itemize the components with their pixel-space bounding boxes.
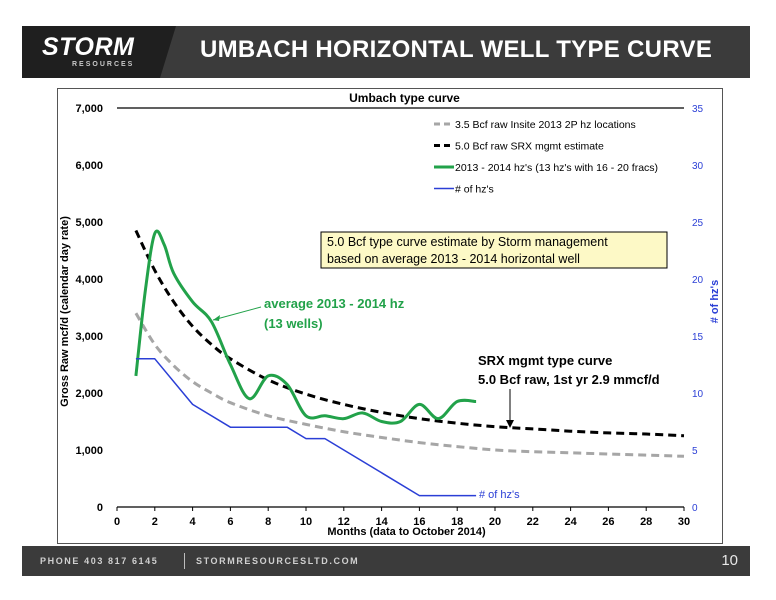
x-axis-label: Months (data to October 2014) xyxy=(327,526,486,538)
y-tick-label: 5,000 xyxy=(75,217,103,229)
y2-tick-label: 10 xyxy=(692,389,704,400)
legend-box xyxy=(430,110,682,202)
footer-separator xyxy=(184,553,185,569)
srx-note-line2: 5.0 Bcf raw, 1st yr 2.9 mmcf/d xyxy=(478,372,660,387)
x-tick-label: 10 xyxy=(300,516,312,528)
y-tick-label: 3,000 xyxy=(75,331,103,343)
y-tick-label: 2,000 xyxy=(75,388,103,400)
type-curve-note-line1: 5.0 Bcf type curve estimate by Storm man… xyxy=(327,235,608,249)
x-tick-label: 22 xyxy=(527,516,539,528)
type-curve-note-box xyxy=(320,231,668,269)
logo-wordmark: STORM xyxy=(42,33,135,61)
y2-tick-label: 20 xyxy=(692,275,704,286)
x-tick-label: 30 xyxy=(678,516,690,528)
x-tick-label: 14 xyxy=(375,516,388,528)
footer-website: STORMRESOURCESLTD.COM xyxy=(196,556,360,566)
x-tick-label: 12 xyxy=(338,516,350,528)
x-tick-label: 26 xyxy=(602,516,614,528)
slide-footer: PHONE 403 817 6145 STORMRESOURCESLTD.COM… xyxy=(22,546,750,576)
x-tick-label: 0 xyxy=(114,516,120,528)
y-tick-label: 4,000 xyxy=(75,274,103,286)
x-tick-label: 18 xyxy=(451,516,463,528)
y2-tick-label: 30 xyxy=(692,161,704,172)
x-tick-label: 20 xyxy=(489,516,501,528)
y-tick-label: 6,000 xyxy=(75,160,103,172)
legend-entry: 2013 - 2014 hz's (13 hz's with 16 - 20 f… xyxy=(455,162,658,174)
average-hz-note-line1: average 2013 - 2014 hz xyxy=(264,296,405,311)
header-slash xyxy=(160,26,176,78)
hz-count-line xyxy=(135,358,477,497)
hz-count-label: # of hz's xyxy=(479,489,520,501)
logo-subtitle: RESOURCES xyxy=(72,61,135,68)
y-tick-label: 7,000 xyxy=(75,103,103,115)
legend-entry: 5.0 Bcf raw SRX mgmt estimate xyxy=(455,141,604,153)
storm-logo: STORM RESOURCES xyxy=(22,26,160,78)
srx-note-line1: SRX mgmt type curve xyxy=(478,353,612,368)
slide-header: STORM RESOURCES UMBACH HORIZONTAL WELL T… xyxy=(22,26,750,78)
x-tick-label: 16 xyxy=(413,516,425,528)
x-tick-label: 28 xyxy=(640,516,652,528)
y-tick-label: 0 xyxy=(97,502,103,514)
legend-entry: 3.5 Bcf raw Insite 2013 2P hz locations xyxy=(455,119,636,131)
slide-title: UMBACH HORIZONTAL WELL TYPE CURVE xyxy=(200,36,713,63)
y-axis-label: Gross Raw mcf/d (calendar day rate) xyxy=(59,216,71,407)
y2-tick-label: 0 xyxy=(692,503,698,514)
average-hz-arrow xyxy=(212,306,262,321)
y2-axis-label: # of hz's xyxy=(709,280,721,324)
chart-panel: Umbach type curve 0 2 4 6 8 10 12 14 16 18 20 22 24 26… xyxy=(57,88,723,544)
legend-entry: # of hz's xyxy=(455,184,494,196)
srx-arrowhead xyxy=(506,420,514,428)
y2-tick-label: 5 xyxy=(692,446,698,457)
footer-phone: PHONE 403 817 6145 xyxy=(40,556,159,566)
y2-tick-label: 25 xyxy=(692,218,704,229)
y2-tick-label: 35 xyxy=(692,104,704,115)
x-tick-label: 6 xyxy=(227,516,233,528)
page-number: 10 xyxy=(721,552,738,569)
x-tick-label: 8 xyxy=(265,516,271,528)
average-hz-arrowhead xyxy=(213,315,220,321)
srx-curve-line xyxy=(134,229,685,438)
y-tick-label: 1,000 xyxy=(75,445,103,457)
hz-average-line xyxy=(134,229,477,425)
x-tick-label: 24 xyxy=(564,516,577,528)
y2-tick-label: 15 xyxy=(692,332,704,343)
x-tick-label: 2 xyxy=(152,516,158,528)
insite-curve-line xyxy=(134,312,685,458)
x-tick-label: 4 xyxy=(190,516,197,528)
chart-title: Umbach type curve xyxy=(349,91,460,105)
type-curve-note-line2: based on average 2013 - 2014 horizontal … xyxy=(327,252,580,266)
average-hz-note-line2: (13 wells) xyxy=(264,316,323,331)
